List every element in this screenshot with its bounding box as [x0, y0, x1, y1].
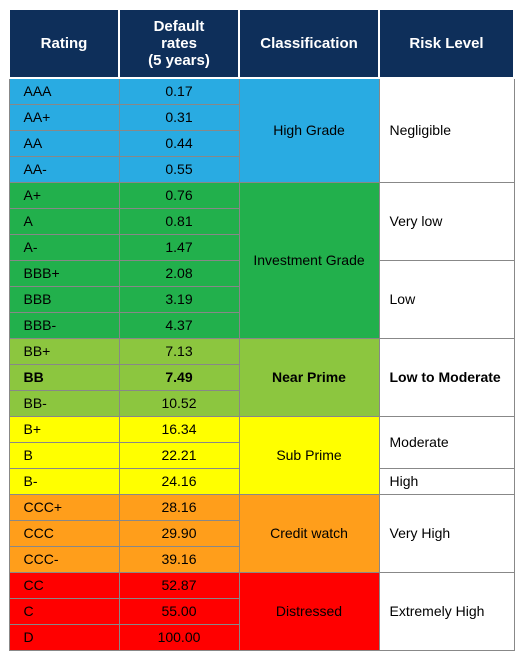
rating-cell: BBB: [9, 286, 119, 312]
table-row: CCC+28.16Credit watchVery High: [9, 494, 514, 520]
rating-cell: BB+: [9, 338, 119, 364]
rating-cell: A: [9, 208, 119, 234]
rating-cell: AA+: [9, 104, 119, 130]
table-row: A+0.76Investment GradeVery low: [9, 182, 514, 208]
classification-cell: Distressed: [239, 572, 379, 650]
rate-cell: 16.34: [119, 416, 239, 442]
rate-cell: 0.44: [119, 130, 239, 156]
classification-cell: Investment Grade: [239, 182, 379, 338]
rate-cell: 7.49: [119, 364, 239, 390]
risk-cell: Extremely High: [379, 572, 514, 650]
risk-cell: Very low: [379, 182, 514, 260]
classification-cell: High Grade: [239, 78, 379, 182]
rate-cell: 22.21: [119, 442, 239, 468]
risk-cell: Moderate: [379, 416, 514, 468]
rating-cell: CC: [9, 572, 119, 598]
header-rating: Rating: [9, 9, 119, 78]
rating-cell: A+: [9, 182, 119, 208]
table-row: B+16.34Sub PrimeModerate: [9, 416, 514, 442]
rating-cell: C: [9, 598, 119, 624]
table-row: CC52.87DistressedExtremely High: [9, 572, 514, 598]
classification-cell: Credit watch: [239, 494, 379, 572]
classification-cell: Near Prime: [239, 338, 379, 416]
rating-cell: BB: [9, 364, 119, 390]
header-risk-level: Risk Level: [379, 9, 514, 78]
rate-cell: 10.52: [119, 390, 239, 416]
rating-cell: B-: [9, 468, 119, 494]
rating-cell: AA: [9, 130, 119, 156]
header-default-rates: Defaultrates(5 years): [119, 9, 239, 78]
rate-cell: 2.08: [119, 260, 239, 286]
table-row: BB+7.13Near PrimeLow to Moderate: [9, 338, 514, 364]
rate-cell: 0.17: [119, 78, 239, 104]
rate-cell: 7.13: [119, 338, 239, 364]
rating-cell: CCC+: [9, 494, 119, 520]
table-body: AAA0.17High GradeNegligibleAA+0.31AA0.44…: [9, 78, 514, 650]
rating-cell: AA-: [9, 156, 119, 182]
risk-cell: Low: [379, 260, 514, 338]
rating-cell: AAA: [9, 78, 119, 104]
risk-cell: High: [379, 468, 514, 494]
risk-cell: Negligible: [379, 78, 514, 182]
rating-cell: CCC-: [9, 546, 119, 572]
rate-cell: 3.19: [119, 286, 239, 312]
rating-cell: B: [9, 442, 119, 468]
rating-cell: BBB+: [9, 260, 119, 286]
rate-cell: 0.81: [119, 208, 239, 234]
rate-cell: 29.90: [119, 520, 239, 546]
rate-cell: 4.37: [119, 312, 239, 338]
header-row: Rating Defaultrates(5 years) Classificat…: [9, 9, 514, 78]
rate-cell: 0.76: [119, 182, 239, 208]
rate-cell: 0.31: [119, 104, 239, 130]
rate-cell: 55.00: [119, 598, 239, 624]
header-classification: Classification: [239, 9, 379, 78]
risk-cell: Low to Moderate: [379, 338, 514, 416]
rating-cell: BBB-: [9, 312, 119, 338]
rating-cell: CCC: [9, 520, 119, 546]
classification-cell: Sub Prime: [239, 416, 379, 494]
rating-cell: A-: [9, 234, 119, 260]
rate-cell: 0.55: [119, 156, 239, 182]
table-row: AAA0.17High GradeNegligible: [9, 78, 514, 104]
rate-cell: 28.16: [119, 494, 239, 520]
risk-cell: Very High: [379, 494, 514, 572]
rate-cell: 24.16: [119, 468, 239, 494]
rate-cell: 100.00: [119, 624, 239, 650]
rating-cell: D: [9, 624, 119, 650]
rate-cell: 39.16: [119, 546, 239, 572]
ratings-table: Rating Defaultrates(5 years) Classificat…: [8, 8, 515, 651]
rate-cell: 1.47: [119, 234, 239, 260]
rate-cell: 52.87: [119, 572, 239, 598]
rating-cell: B+: [9, 416, 119, 442]
rating-cell: BB-: [9, 390, 119, 416]
